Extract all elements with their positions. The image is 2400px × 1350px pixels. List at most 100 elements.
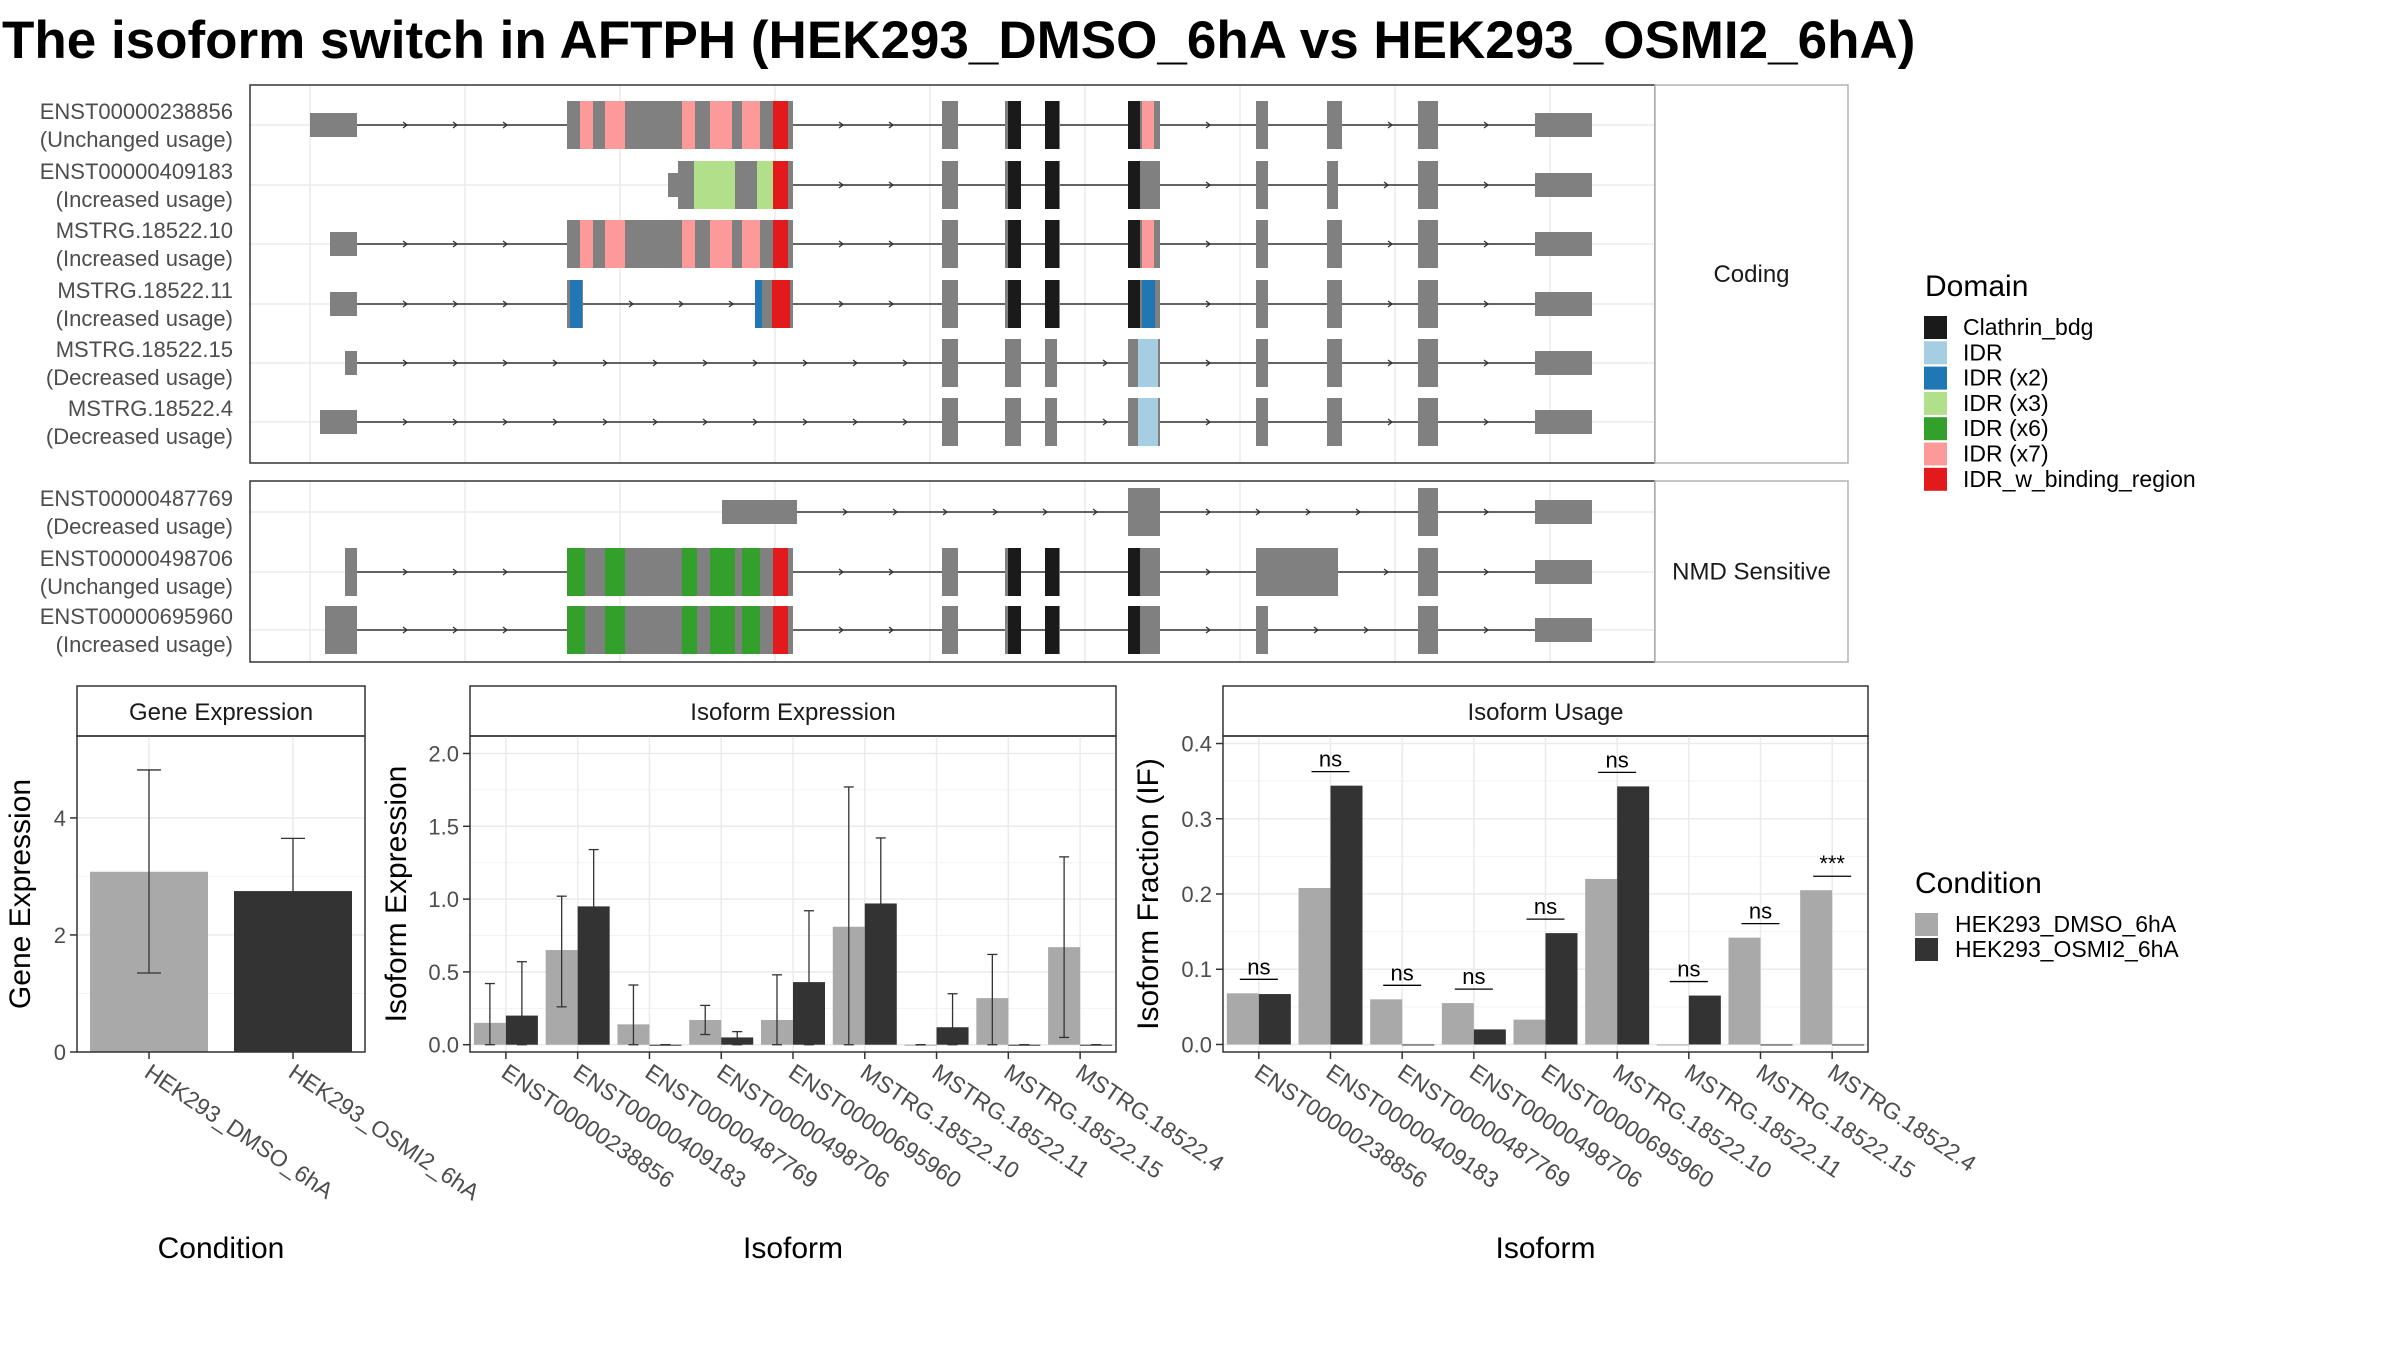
strand-arrow — [1483, 121, 1490, 129]
domain-block — [710, 101, 732, 149]
strand-arrow — [1355, 508, 1362, 516]
strand-arrow — [402, 418, 409, 426]
y-tick-label: 0.0 — [428, 1033, 459, 1058]
chart-panel: Isoform Usage ns ns ns ns ns ns ns ns *** 0.0 0.1 0.… — [1132, 685, 1981, 1265]
strand-arrow — [402, 121, 409, 129]
strand-arrow — [888, 626, 895, 634]
bar — [1330, 785, 1363, 1045]
bar — [1800, 890, 1833, 1045]
domain-block — [605, 220, 625, 268]
domain-block — [682, 548, 697, 596]
strand-arrow — [1042, 508, 1049, 516]
domain-block — [1008, 161, 1021, 209]
domain-block — [580, 101, 593, 149]
strand-arrow — [1092, 508, 1099, 516]
exon — [1418, 548, 1438, 596]
strand-arrow — [1383, 181, 1390, 189]
strand-arrow — [652, 418, 659, 426]
strand-arrow — [452, 418, 459, 426]
strand-arrow — [602, 418, 609, 426]
strand-arrow — [842, 508, 849, 516]
transcript-id-label: MSTRG.18522.11 — [57, 278, 233, 303]
strand-arrow — [402, 300, 409, 308]
exon — [1535, 292, 1592, 316]
exon-segment — [697, 606, 710, 654]
domain-block — [1128, 548, 1140, 596]
transcript-usage-label: (Decreased usage) — [46, 365, 233, 390]
exon — [1256, 398, 1268, 446]
exon — [942, 398, 958, 446]
exon-segment — [625, 220, 682, 268]
domain-block — [1138, 398, 1158, 446]
strand-arrow — [552, 359, 559, 367]
exon — [1418, 398, 1438, 446]
transcript-usage-label: (Decreased usage) — [46, 514, 233, 539]
exon — [1005, 339, 1021, 387]
strand-arrow — [892, 508, 899, 516]
strand-arrow — [1483, 508, 1490, 516]
domain-block — [1045, 101, 1059, 149]
exon-segment — [642, 101, 682, 149]
legend-swatch — [1924, 442, 1947, 466]
domain-block — [1045, 548, 1059, 596]
bar — [1513, 1019, 1546, 1045]
strand-arrow — [838, 300, 845, 308]
strand-arrow — [452, 300, 459, 308]
facet-strip — [1654, 480, 1849, 663]
strand-arrow — [888, 181, 895, 189]
strand-arrow — [502, 418, 509, 426]
exon-segment — [760, 220, 773, 268]
strand-arrow — [502, 359, 509, 367]
strand-arrow — [452, 240, 459, 248]
domain-block — [773, 220, 788, 268]
exon — [1256, 606, 1268, 654]
strand-arrow — [888, 240, 895, 248]
significance-label: ns — [1749, 899, 1772, 924]
domain-block — [1008, 101, 1021, 149]
significance-label: ns — [1462, 964, 1485, 989]
exon — [722, 500, 797, 524]
significance-label: ns — [1319, 747, 1342, 772]
transcript-panel-nmd: ENST00000487769 (Decreased usage) ENST0000… — [40, 480, 1849, 663]
domain-block — [567, 548, 585, 596]
strand-arrow — [888, 121, 895, 129]
strand-arrow — [1205, 300, 1212, 308]
domain-block — [682, 606, 697, 654]
legend-swatch — [1924, 316, 1947, 339]
legend-label: Clathrin_bdg — [1963, 314, 2093, 340]
strand-arrow — [552, 418, 559, 426]
bar — [1656, 1044, 1689, 1046]
strand-arrow — [1387, 300, 1394, 308]
exon-segment — [695, 220, 710, 268]
significance-label: *** — [1819, 851, 1845, 876]
legend-swatch — [1915, 913, 1938, 936]
strand-arrow — [838, 626, 845, 634]
significance-label: ns — [1677, 957, 1700, 982]
bar — [1617, 786, 1650, 1045]
y-tick-label: 4 — [54, 806, 66, 831]
strand-arrow — [702, 418, 709, 426]
exon — [1256, 161, 1268, 209]
legend-label: IDR — [1963, 339, 2003, 365]
strand-arrow — [1483, 300, 1490, 308]
domain-block — [1045, 220, 1059, 268]
exon — [1327, 101, 1342, 149]
exon — [1327, 161, 1338, 209]
bar — [1688, 995, 1721, 1045]
figure-title: The isoform switch in AFTPH (HEK293_DMSO… — [2, 11, 1915, 70]
y-tick-label: 2 — [54, 923, 66, 948]
exon — [345, 351, 357, 375]
legend-swatch — [1924, 391, 1947, 415]
bar — [1728, 937, 1761, 1045]
exon — [1535, 410, 1592, 434]
x-axis-title: Isoform — [1495, 1232, 1595, 1265]
domain-block — [1142, 101, 1154, 149]
transcript-id-label: MSTRG.18522.10 — [56, 218, 233, 243]
exon — [1128, 488, 1160, 536]
domain-block — [605, 548, 625, 596]
domain-block — [1045, 606, 1059, 654]
bar — [1832, 1044, 1865, 1046]
domain-block — [605, 101, 625, 149]
strand-arrow — [452, 568, 459, 576]
domain-block — [1128, 606, 1140, 654]
